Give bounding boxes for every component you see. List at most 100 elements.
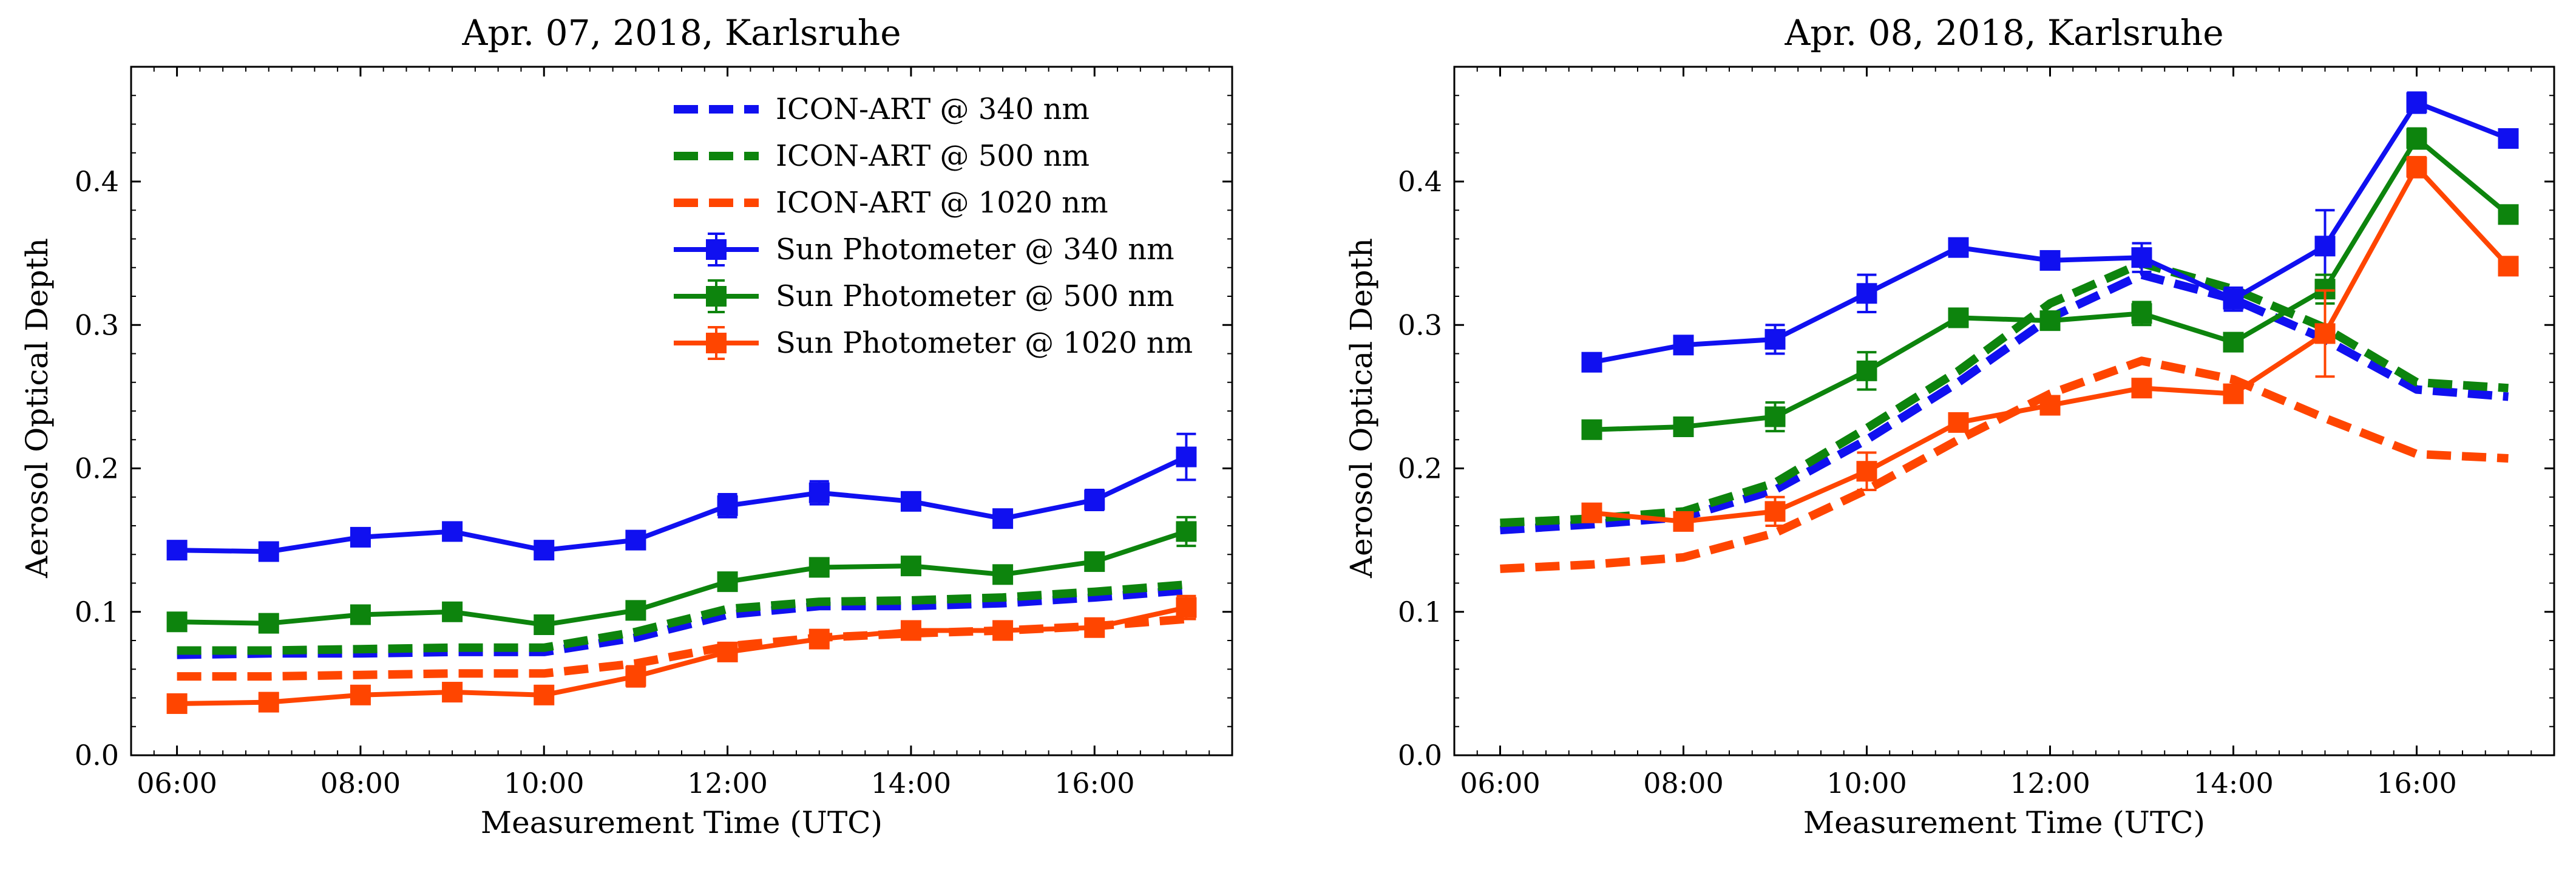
data-point-sun-photometer-1020-nm xyxy=(2314,323,2336,344)
legend-label: Sun Photometer @ 1020 nm xyxy=(776,326,1193,360)
data-point-sun-photometer-1020-nm xyxy=(1764,501,1786,522)
data-point-sun-photometer-340-nm xyxy=(1856,283,1877,304)
data-point-sun-photometer-340-nm xyxy=(2223,288,2244,310)
data-point-sun-photometer-340-nm xyxy=(1176,446,1197,467)
series-line-icon-art-500-nm xyxy=(1500,259,2509,528)
data-point-sun-photometer-1020-nm xyxy=(258,692,279,713)
data-point-sun-photometer-500-nm xyxy=(2223,331,2244,353)
y-tick-label: 0.4 xyxy=(1398,165,1442,198)
y-tick-label: 0.3 xyxy=(1398,308,1442,341)
data-point-sun-photometer-340-nm xyxy=(992,508,1014,529)
series-line-icon-art-1020-nm xyxy=(177,614,1187,681)
data-point-sun-photometer-1020-nm xyxy=(442,682,463,703)
legend-marker xyxy=(706,239,727,260)
data-point-sun-photometer-340-nm xyxy=(625,529,646,551)
legend-label: ICON-ART @ 500 nm xyxy=(776,139,1090,173)
legend-marker xyxy=(706,333,727,353)
data-point-sun-photometer-1020-nm xyxy=(2039,395,2061,416)
legend-label: ICON-ART @ 1020 nm xyxy=(776,186,1108,220)
data-point-sun-photometer-1020-nm xyxy=(2498,256,2519,277)
y-axis-label: Aerosol Optical Depth xyxy=(19,238,55,579)
x-axis-label: Measurement Time (UTC) xyxy=(481,805,883,840)
x-tick-label: 14:00 xyxy=(871,767,952,800)
data-point-sun-photometer-340-nm xyxy=(2406,92,2427,114)
data-point-sun-photometer-500-nm xyxy=(442,601,463,622)
x-tick-label: 08:00 xyxy=(1643,767,1724,800)
legend-item: ICON-ART @ 1020 nm xyxy=(674,186,1108,220)
data-point-sun-photometer-500-nm xyxy=(166,611,188,633)
legend-item: ICON-ART @ 340 nm xyxy=(674,92,1090,126)
data-point-sun-photometer-340-nm xyxy=(900,491,921,512)
series-line-icon-art-340-nm xyxy=(1500,270,2509,535)
data-point-sun-photometer-500-nm xyxy=(992,564,1014,585)
data-point-sun-photometer-340-nm xyxy=(808,482,830,503)
data-point-sun-photometer-500-nm xyxy=(1856,360,1877,381)
series-line-icon-art-340-nm xyxy=(177,586,1187,659)
data-point-sun-photometer-1020-nm xyxy=(1176,597,1197,618)
data-point-sun-photometer-500-nm xyxy=(625,600,646,621)
data-point-sun-photometer-340-nm xyxy=(2314,236,2336,257)
data-point-sun-photometer-500-nm xyxy=(1764,406,1786,427)
data-point-sun-photometer-340-nm xyxy=(442,521,463,542)
data-point-sun-photometer-500-nm xyxy=(2039,310,2061,331)
x-tick-label: 16:00 xyxy=(1054,767,1135,800)
y-tick-label: 0.2 xyxy=(1398,452,1442,485)
y-tick-label: 0.0 xyxy=(75,739,119,772)
data-point-sun-photometer-500-nm xyxy=(2131,303,2152,324)
data-point-sun-photometer-500-nm xyxy=(258,613,279,634)
data-point-sun-photometer-1020-nm xyxy=(350,684,371,705)
y-tick-label: 0.1 xyxy=(1398,596,1442,628)
data-point-sun-photometer-340-nm xyxy=(258,541,279,562)
data-point-sun-photometer-500-nm xyxy=(1948,307,1969,328)
y-tick-label: 0.2 xyxy=(75,452,119,485)
data-point-sun-photometer-340-nm xyxy=(1084,489,1105,511)
data-point-sun-photometer-1020-nm xyxy=(717,641,738,662)
data-point-sun-photometer-1020-nm xyxy=(1581,502,1602,523)
y-tick-label: 0.0 xyxy=(1398,739,1442,772)
data-point-sun-photometer-500-nm xyxy=(1176,521,1197,542)
data-point-sun-photometer-500-nm xyxy=(1084,551,1105,573)
chart-title: Apr. 08, 2018, Karlsruhe xyxy=(1784,12,2223,53)
data-point-sun-photometer-1020-nm xyxy=(2223,383,2244,404)
data-point-sun-photometer-500-nm xyxy=(808,557,830,578)
y-axis-label: Aerosol Optical Depth xyxy=(1344,238,1379,579)
series-line-icon-art-1020-nm xyxy=(1500,356,2509,573)
y-tick-label: 0.1 xyxy=(75,596,119,628)
legend-item: Sun Photometer @ 1020 nm xyxy=(674,326,1193,360)
x-tick-label: 10:00 xyxy=(1826,767,1907,800)
plot-frame xyxy=(1453,66,2555,756)
data-point-sun-photometer-1020-nm xyxy=(625,666,646,687)
data-point-sun-photometer-340-nm xyxy=(2131,247,2152,268)
data-point-sun-photometer-500-nm xyxy=(717,571,738,593)
data-point-sun-photometer-500-nm xyxy=(350,604,371,625)
x-tick-label: 10:00 xyxy=(504,767,585,800)
legend-item: Sun Photometer @ 500 nm xyxy=(674,279,1174,313)
chart-right: Apr. 08, 2018, Karlsruhe Measurement Tim… xyxy=(1344,12,2555,840)
plot-frame xyxy=(130,66,1233,756)
x-tick-label: 12:00 xyxy=(2010,767,2090,800)
series-line-sun-photometer-500-nm xyxy=(1591,136,2510,432)
series-line-sun-photometer-340-nm xyxy=(177,454,1188,554)
x-tick-label: 06:00 xyxy=(137,767,217,800)
data-point-sun-photometer-1020-nm xyxy=(808,628,830,650)
data-point-sun-photometer-500-nm xyxy=(2406,128,2427,149)
y-tick-label: 0.3 xyxy=(75,308,119,341)
data-point-sun-photometer-340-nm xyxy=(1581,352,1602,373)
chart-title: Apr. 07, 2018, Karlsruhe xyxy=(461,12,901,53)
data-point-sun-photometer-500-nm xyxy=(1581,419,1602,440)
chart-left: Apr. 07, 2018, Karlsruhe Measurement Tim… xyxy=(19,12,1233,840)
data-point-sun-photometer-340-nm xyxy=(166,540,188,561)
data-point-sun-photometer-340-nm xyxy=(1948,237,1969,258)
data-point-sun-photometer-340-nm xyxy=(350,526,371,548)
data-point-sun-photometer-1020-nm xyxy=(166,693,188,714)
data-point-sun-photometer-1020-nm xyxy=(2131,378,2152,399)
legend-item: Sun Photometer @ 340 nm xyxy=(674,233,1174,267)
legend-label: ICON-ART @ 340 nm xyxy=(776,92,1090,126)
data-point-sun-photometer-500-nm xyxy=(900,556,921,577)
data-point-sun-photometer-1020-nm xyxy=(1948,412,1969,433)
series-line-sun-photometer-1020-nm xyxy=(177,605,1187,706)
legend-marker xyxy=(706,286,727,307)
legend-item: ICON-ART @ 500 nm xyxy=(674,139,1090,173)
legend-label: Sun Photometer @ 340 nm xyxy=(776,233,1174,267)
